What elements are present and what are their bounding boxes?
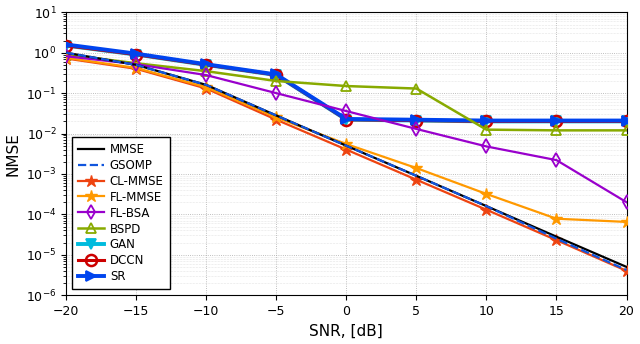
DCCN [62, 44, 70, 48]
Line: FL-BSA: FL-BSA [61, 51, 632, 207]
Line: GSOMP: GSOMP [66, 53, 627, 270]
GSOMP [552, 237, 560, 241]
FL-BSA [273, 91, 280, 95]
DCCN [552, 119, 560, 123]
GAN [483, 119, 490, 123]
X-axis label: SNR, [dB]: SNR, [dB] [310, 323, 383, 338]
SR [413, 118, 420, 122]
CL-MMSE [623, 269, 630, 273]
SR [623, 118, 630, 122]
Legend: MMSE, GSOMP, CL-MMSE, FL-MMSE, FL-BSA, BSPD, GAN, DCCN, SR: MMSE, GSOMP, CL-MMSE, FL-MMSE, FL-BSA, B… [72, 137, 170, 289]
CL-MMSE [62, 56, 70, 61]
SR [62, 42, 70, 46]
BSPD [132, 61, 140, 65]
BSPD [202, 69, 210, 73]
GSOMP [62, 51, 70, 55]
FL-MMSE [552, 217, 560, 221]
FL-MMSE [62, 56, 70, 60]
Line: MMSE: MMSE [66, 53, 627, 267]
GSOMP [202, 83, 210, 87]
FL-MMSE [413, 166, 420, 170]
DCCN [483, 119, 490, 123]
GAN [413, 118, 420, 122]
CL-MMSE [483, 208, 490, 212]
CL-MMSE [552, 238, 560, 242]
GAN [62, 44, 70, 48]
GAN [552, 119, 560, 123]
FL-MMSE [342, 142, 350, 146]
FL-MMSE [483, 192, 490, 196]
Line: BSPD: BSPD [61, 50, 632, 135]
DCCN [413, 118, 420, 122]
FL-MMSE [273, 116, 280, 120]
FL-BSA [132, 62, 140, 66]
SR [273, 73, 280, 77]
DCCN [202, 63, 210, 67]
DCCN [273, 73, 280, 77]
FL-BSA [342, 109, 350, 113]
MMSE [132, 63, 140, 67]
FL-MMSE [132, 66, 140, 70]
FL-MMSE [623, 220, 630, 224]
SR [483, 118, 490, 122]
CL-MMSE [202, 86, 210, 90]
GAN [273, 73, 280, 77]
FL-BSA [413, 127, 420, 131]
MMSE [273, 114, 280, 118]
GAN [342, 118, 350, 122]
MMSE [623, 265, 630, 269]
GSOMP [483, 204, 490, 208]
Line: DCCN: DCCN [61, 40, 632, 127]
FL-BSA [483, 144, 490, 149]
MMSE [202, 83, 210, 87]
BSPD [62, 53, 70, 57]
FL-BSA [202, 73, 210, 77]
GSOMP [342, 144, 350, 148]
CL-MMSE [413, 178, 420, 182]
GAN [202, 63, 210, 67]
FL-BSA [623, 200, 630, 204]
FL-MMSE [202, 85, 210, 89]
DCCN [132, 53, 140, 57]
DCCN [342, 118, 350, 122]
Y-axis label: NMSE: NMSE [6, 132, 20, 176]
Line: CL-MMSE: CL-MMSE [60, 52, 633, 277]
MMSE [62, 51, 70, 55]
DCCN [623, 119, 630, 123]
GAN [623, 119, 630, 123]
GSOMP [132, 63, 140, 67]
CL-MMSE [342, 148, 350, 152]
BSPD [342, 84, 350, 88]
BSPD [483, 128, 490, 132]
MMSE [413, 174, 420, 178]
FL-BSA [552, 158, 560, 162]
MMSE [552, 235, 560, 239]
BSPD [623, 128, 630, 132]
CL-MMSE [273, 118, 280, 122]
MMSE [483, 204, 490, 208]
GSOMP [623, 268, 630, 272]
GAN [132, 53, 140, 57]
SR [132, 52, 140, 56]
BSPD [413, 86, 420, 90]
SR [552, 118, 560, 122]
SR [342, 117, 350, 121]
FL-BSA [62, 54, 70, 58]
Line: SR: SR [61, 40, 632, 126]
MMSE [342, 144, 350, 148]
Line: FL-MMSE: FL-MMSE [60, 52, 633, 228]
BSPD [552, 128, 560, 132]
Line: GAN: GAN [61, 41, 632, 126]
BSPD [273, 79, 280, 83]
CL-MMSE [132, 67, 140, 71]
GSOMP [413, 174, 420, 178]
SR [202, 62, 210, 66]
GSOMP [273, 114, 280, 118]
